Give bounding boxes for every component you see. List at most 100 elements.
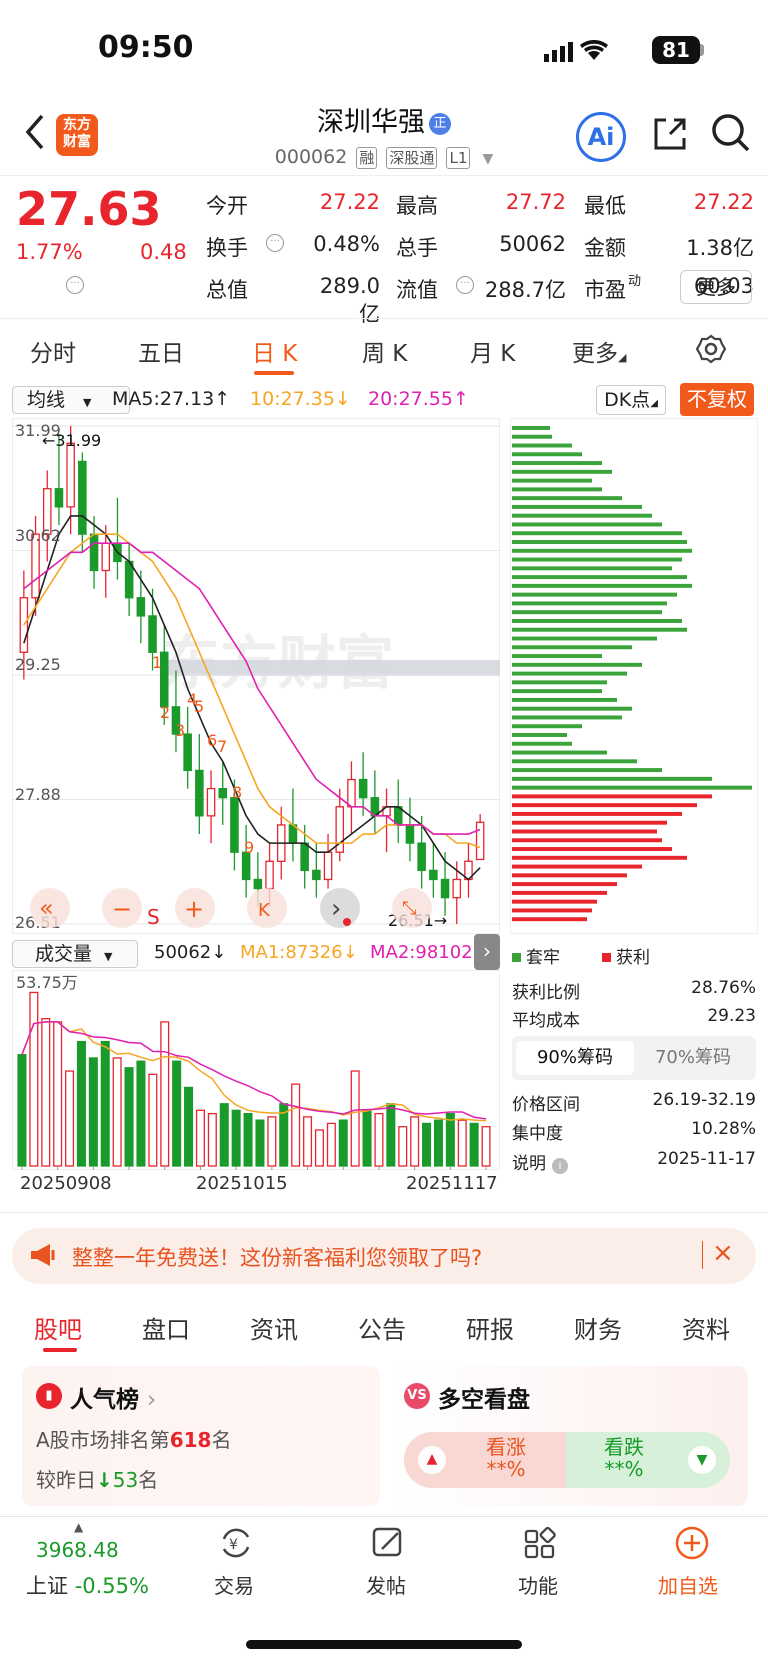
quote-label: 总值: [206, 278, 248, 302]
current-price: 27.63: [16, 182, 162, 236]
promo-banner[interactable]: [12, 1228, 756, 1284]
volume-bar: [41, 1018, 51, 1167]
tab-news[interactable]: 资讯: [250, 1316, 298, 1344]
tab-five-day[interactable]: 五日: [138, 341, 184, 367]
home-indicator: [246, 1640, 522, 1649]
tab-order-book[interactable]: 盘口: [142, 1316, 190, 1344]
trade-icon[interactable]: ¥: [218, 1525, 254, 1561]
volume-bar: [338, 1119, 348, 1167]
arrow-up-icon: ▲: [418, 1446, 446, 1474]
y-label-4: 27.88: [15, 785, 61, 804]
quote-value: 27.22: [319, 190, 380, 214]
chip-bar-trapped: [512, 618, 682, 623]
chip-bar-profit: [512, 847, 672, 851]
svg-text:¥: ¥: [229, 1537, 238, 1553]
candle-body: [312, 869, 321, 881]
tab-70-chips[interactable]: 70%筹码: [654, 1047, 731, 1068]
status-time: 09:50: [98, 30, 194, 65]
rewind-button[interactable]: [30, 888, 70, 928]
rewind-icon: «: [39, 894, 54, 922]
post-icon[interactable]: [370, 1525, 406, 1561]
chip-bar-trapped: [512, 478, 592, 483]
tab-daily-k[interactable]: 日 K: [252, 341, 298, 367]
back-arrow-icon[interactable]: [22, 112, 48, 152]
info-dots-icon[interactable]: ···: [266, 234, 284, 252]
info-dots-icon[interactable]: ···: [456, 276, 474, 294]
chip-bar-trapped: [512, 592, 677, 597]
quote-value: 288.7亿: [484, 278, 566, 302]
grid-icon[interactable]: [522, 1525, 558, 1561]
chevron-right-icon[interactable]: ›: [474, 934, 500, 970]
gear-icon[interactable]: [696, 334, 726, 364]
tab-monthly-k[interactable]: 月 K: [470, 341, 516, 367]
tab-weekly-k[interactable]: 周 K: [362, 341, 408, 367]
candle-body: [475, 821, 485, 861]
chip-bar-trapped: [512, 452, 582, 457]
volume-bar: [207, 1112, 217, 1167]
tab-profile[interactable]: 资料: [682, 1316, 730, 1344]
candle-body: [358, 778, 368, 799]
volume-bar: [410, 1116, 420, 1167]
tab-more[interactable]: 更多◢: [572, 341, 627, 367]
tag-margin: 融: [356, 147, 378, 169]
chip-bar-trapped: [512, 733, 567, 737]
legend-profit: 获利: [602, 943, 650, 968]
chip-bar-trapped: [512, 601, 667, 606]
tab-announcements[interactable]: 公告: [358, 1316, 406, 1344]
stat-note[interactable]: 说明 i 2025-11-17: [512, 1149, 756, 1174]
ranking-icon: ▮: [36, 1383, 62, 1409]
stock-subtitle: 000062 融 深股通 L1 ▼: [0, 146, 768, 169]
fullscreen-button[interactable]: [392, 888, 432, 928]
share-icon[interactable]: [650, 114, 690, 154]
chip-bar-trapped: [512, 513, 652, 518]
volume-bar: [291, 1083, 301, 1167]
tab-research[interactable]: 研报: [466, 1316, 514, 1344]
candle-body: [452, 878, 462, 899]
nav-post[interactable]: 发帖: [366, 1574, 406, 1598]
indicator-selector[interactable]: 均线 ▼: [12, 386, 130, 414]
nav-trade[interactable]: 交易: [214, 1574, 254, 1598]
volume-bar: [65, 1070, 75, 1167]
volume-selector[interactable]: 成交量 ▼: [12, 940, 138, 968]
volume-bar: [314, 1129, 324, 1167]
zoom-out-button[interactable]: [102, 888, 142, 928]
chip-bar-trapped: [512, 461, 602, 466]
chevron-down-icon[interactable]: ▼: [482, 151, 494, 167]
tab-90-chips[interactable]: 90%筹码: [516, 1041, 634, 1075]
ai-button[interactable]: Ai: [576, 112, 626, 162]
candle-body: [323, 851, 333, 881]
vol-ma1: MA1:87326↓: [240, 942, 358, 963]
tab-guba[interactable]: 股吧: [34, 1316, 82, 1344]
index-value[interactable]: 3968.48: [36, 1538, 119, 1562]
tab-intraday[interactable]: 分时: [30, 341, 76, 367]
line-ma5: [23, 515, 481, 881]
quote-value: 50062: [499, 232, 566, 256]
next-button[interactable]: [320, 888, 360, 928]
volume-bar: [469, 1122, 479, 1167]
chevron-right-icon: ›: [331, 894, 341, 924]
volume-bar: [148, 1073, 158, 1167]
popularity-card[interactable]: [22, 1366, 380, 1506]
close-icon[interactable]: ×: [712, 1238, 734, 1268]
dk-point-button[interactable]: DK点◢: [596, 385, 666, 415]
nav-functions[interactable]: 功能: [518, 1574, 558, 1598]
zoom-in-button[interactable]: [175, 888, 215, 928]
info-dots-icon[interactable]: ···: [66, 276, 84, 294]
more-button[interactable]: 更多: [680, 270, 752, 304]
candle-body: [54, 488, 64, 508]
add-watchlist-icon[interactable]: [674, 1525, 710, 1561]
chip-distribution-chart[interactable]: [510, 418, 758, 934]
k-button[interactable]: [247, 888, 287, 928]
no-adjust-button[interactable]: 不复权: [680, 383, 754, 416]
y-label-top: 31.99: [15, 421, 61, 440]
search-icon[interactable]: [710, 112, 752, 154]
promo-text[interactable]: 整整一年免费送！这份新客福利您领取了吗?: [72, 1246, 483, 1270]
nav-add-watchlist[interactable]: 加自选: [658, 1574, 718, 1598]
signal-marker: 4: [187, 690, 197, 709]
tab-finance[interactable]: 财务: [574, 1316, 622, 1344]
chip-bar-trapped: [512, 531, 682, 536]
index-quote[interactable]: 上证 -0.55%: [26, 1574, 149, 1598]
quote-value: 289.0亿: [319, 274, 380, 326]
volume-chart[interactable]: 53.75万: [12, 970, 500, 1170]
